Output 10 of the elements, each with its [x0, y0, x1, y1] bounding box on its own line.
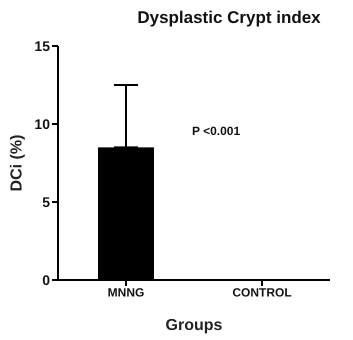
- y-axis-title: DCi (%): [8, 134, 26, 192]
- x-axis-title: Groups: [166, 317, 223, 334]
- y-tick-label: 10: [34, 116, 50, 132]
- chart-title: Dysplastic Crypt index: [136, 8, 322, 28]
- x-tick-label: MNNG: [108, 286, 144, 300]
- y-tick-label: 5: [42, 194, 50, 210]
- x-tick-label: CONTROL: [232, 286, 292, 300]
- y-tick-label: 15: [34, 38, 50, 54]
- y-tick-label: 0: [42, 272, 50, 288]
- annotation: P <0.001: [192, 124, 240, 138]
